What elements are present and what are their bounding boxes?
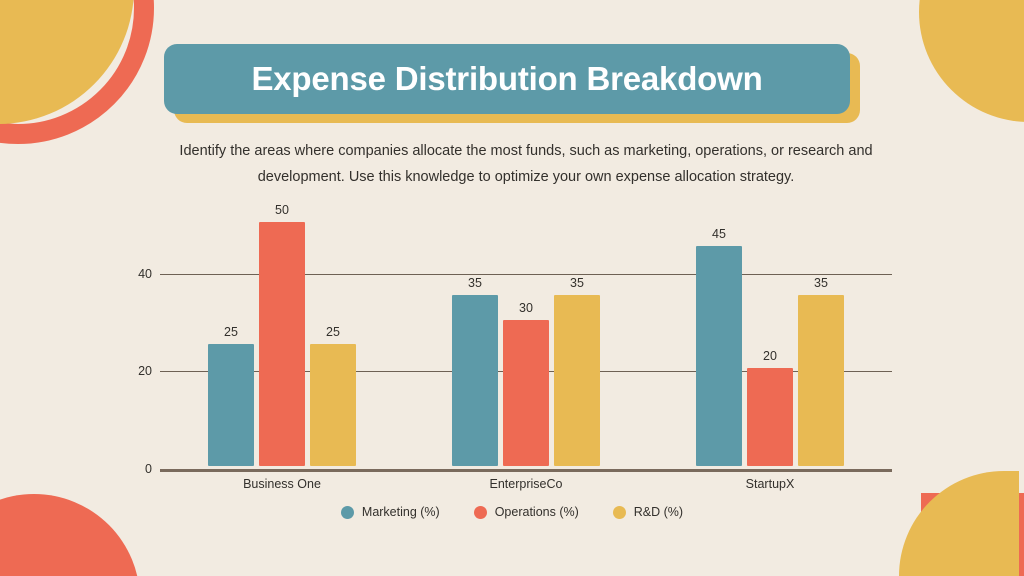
bar-group: 25 50 25 (160, 203, 404, 466)
bar-column[interactable]: 20 (747, 222, 793, 466)
bar-column[interactable]: 25 (208, 222, 254, 466)
bar-column[interactable]: 45 (696, 222, 742, 466)
y-axis-tick-label: 40 (138, 266, 152, 281)
x-axis-category-label: Business One (243, 477, 321, 491)
bar[interactable] (696, 246, 742, 466)
bar-group: 45 20 35 (648, 222, 892, 466)
title-banner: Expense Distribution Breakdown (164, 44, 850, 114)
y-axis-tick-label: 20 (138, 364, 152, 379)
bar-column[interactable]: 30 (503, 222, 549, 466)
bar-column[interactable]: 50 (259, 203, 305, 466)
decor-bottom-right-quarter-circle (899, 471, 1019, 576)
title-banner-wrapper: Expense Distribution Breakdown (164, 44, 860, 123)
legend-color-swatch-icon (473, 505, 487, 519)
bar[interactable] (747, 368, 793, 466)
bar-column[interactable]: 35 (554, 222, 600, 466)
legend-item[interactable]: Operations (%) (473, 505, 579, 519)
bar-value-label: 35 (468, 276, 482, 291)
x-axis-category-label: StartupX (745, 477, 795, 491)
bar-column[interactable]: 25 (310, 222, 356, 466)
bar-group: 35 30 35 (404, 222, 648, 466)
bar[interactable] (310, 344, 356, 466)
legend-label: Marketing (%) (361, 505, 440, 519)
bar-column[interactable]: 35 (452, 222, 498, 466)
plot-area: 0 20 40 25 50 25 Business One 35 30 35 EnterpriseC… (138, 203, 892, 491)
legend-label: R&D (%) (633, 505, 684, 519)
x-axis-line (160, 469, 892, 472)
chart-legend: Marketing (%) Operations (%) R&D (%) (0, 505, 1024, 519)
bar-value-label: 35 (570, 276, 584, 291)
bar-value-label: 20 (763, 349, 777, 364)
page-subtitle: Identify the areas where companies alloc… (179, 143, 873, 185)
bar[interactable] (798, 295, 844, 466)
legend-color-swatch-icon (612, 505, 626, 519)
legend-item[interactable]: Marketing (%) (340, 505, 440, 519)
bar[interactable] (503, 319, 549, 466)
bar-column[interactable]: 35 (798, 222, 844, 466)
x-axis-category-label: EnterpriseCo (489, 477, 563, 491)
bar-value-label: 35 (814, 276, 828, 291)
bar-value-label: 30 (519, 300, 533, 315)
bar-value-label: 50 (275, 203, 289, 217)
bar[interactable] (208, 344, 254, 466)
decor-top-right-circle (919, 0, 1024, 122)
bar[interactable] (452, 295, 498, 466)
bar[interactable] (259, 222, 305, 466)
bar[interactable] (554, 295, 600, 466)
gridline (160, 273, 892, 275)
bar-value-label: 45 (712, 227, 726, 242)
bar-value-label: 25 (326, 325, 340, 339)
legend-color-swatch-icon (340, 505, 354, 519)
bar-chart: 0 20 40 25 50 25 Business One 35 30 35 EnterpriseC… (118, 203, 908, 505)
page-title: Expense Distribution Breakdown (251, 60, 763, 97)
legend-item[interactable]: R&D (%) (612, 505, 684, 519)
legend-label: Operations (%) (494, 505, 579, 519)
bar-value-label: 25 (224, 325, 238, 339)
y-axis-tick-label: 0 (145, 462, 152, 476)
